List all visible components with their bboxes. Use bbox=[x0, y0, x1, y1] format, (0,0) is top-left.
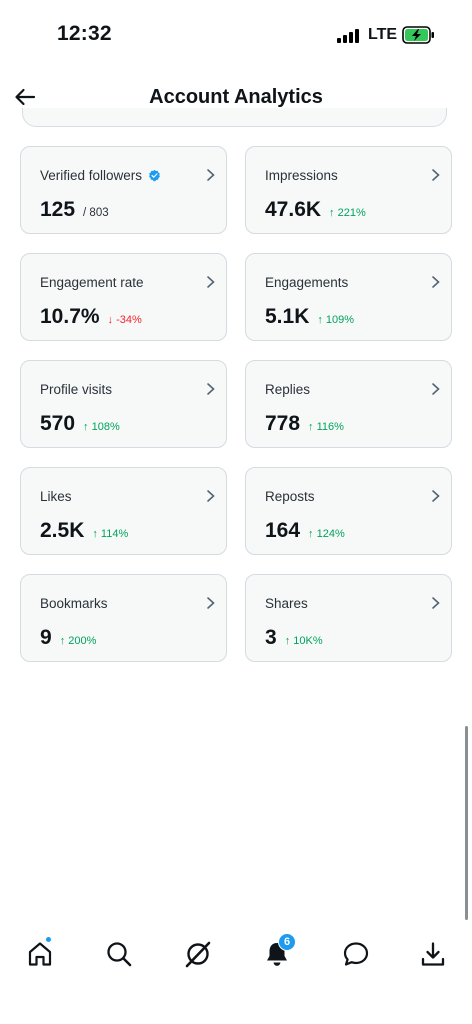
card-shares[interactable]: Shares 3 ↑ 10K% bbox=[245, 574, 452, 662]
card-value: 125 bbox=[40, 198, 76, 221]
card-likes[interactable]: Likes 2.5K ↑ 114% bbox=[20, 467, 227, 555]
card-change: ↑ 200% bbox=[59, 635, 97, 647]
card-value: 570 bbox=[40, 412, 76, 435]
chevron-right-icon bbox=[432, 383, 440, 395]
card-label: Engagement rate bbox=[40, 275, 144, 290]
home-icon bbox=[28, 942, 52, 966]
back-arrow-icon bbox=[15, 88, 36, 106]
scrollbar[interactable] bbox=[465, 726, 468, 920]
card-value: 2.5K bbox=[40, 519, 85, 542]
card-change: ↑ 108% bbox=[83, 421, 120, 433]
chevron-right-icon bbox=[207, 383, 215, 395]
search-icon bbox=[107, 942, 132, 967]
chevron-right-icon bbox=[432, 490, 440, 502]
card-change: ↓ -34% bbox=[107, 314, 142, 326]
card-change: ↑ 10K% bbox=[284, 635, 323, 647]
card-label: Engagements bbox=[265, 275, 349, 290]
chevron-right-icon bbox=[207, 169, 215, 181]
card-value: 3 bbox=[265, 626, 277, 649]
card-value: 9 bbox=[40, 626, 52, 649]
chevron-right-icon bbox=[432, 597, 440, 609]
nav-messages[interactable] bbox=[336, 934, 376, 974]
chevron-right-icon bbox=[207, 490, 215, 502]
bottom-nav: 6 bbox=[0, 920, 472, 1024]
card-label: Verified followers bbox=[40, 168, 143, 183]
chevron-right-icon bbox=[207, 597, 215, 609]
nav-notifications[interactable]: 6 bbox=[257, 933, 297, 974]
card-impressions[interactable]: Impressions 47.6K ↑ 221% bbox=[245, 146, 452, 234]
status-time: 12:32 bbox=[57, 22, 112, 45]
chevron-right-icon bbox=[432, 276, 440, 288]
back-button[interactable] bbox=[10, 82, 40, 112]
battery-icon bbox=[402, 26, 435, 44]
signal-icon bbox=[337, 27, 359, 43]
card-change: ↑ 109% bbox=[317, 314, 355, 326]
home-new-dot bbox=[45, 936, 52, 943]
card-label: Profile visits bbox=[40, 382, 113, 397]
nav-home[interactable] bbox=[20, 934, 60, 974]
card-change: ↑ 221% bbox=[329, 207, 366, 219]
card-reposts[interactable]: Reposts 164 ↑ 124% bbox=[245, 467, 452, 555]
previous-section-edge bbox=[22, 108, 447, 127]
status-bar: 12:32 LTE bbox=[0, 0, 472, 70]
card-value: 164 bbox=[265, 519, 301, 542]
network-type: LTE bbox=[368, 26, 398, 43]
nav-downloads[interactable] bbox=[413, 934, 453, 974]
chevron-right-icon bbox=[432, 169, 440, 181]
card-change: ↑ 116% bbox=[308, 421, 344, 433]
card-label: Likes bbox=[40, 489, 72, 504]
nav-search[interactable] bbox=[99, 934, 139, 974]
grok-icon bbox=[185, 941, 211, 968]
card-verified-followers[interactable]: Verified followers 125 / 803 bbox=[20, 146, 227, 234]
card-change: ↑ 114% bbox=[92, 528, 129, 540]
page-title: Account Analytics bbox=[149, 86, 323, 108]
notifications-badge: 6 bbox=[278, 933, 296, 951]
card-value: 10.7% bbox=[40, 305, 100, 328]
card-replies[interactable]: Replies 778 ↑ 116% bbox=[245, 360, 452, 448]
card-value: 778 bbox=[265, 412, 301, 435]
card-engagement-rate[interactable]: Engagement rate 10.7% ↓ -34% bbox=[20, 253, 227, 341]
card-label: Shares bbox=[265, 596, 308, 611]
chevron-right-icon bbox=[207, 276, 215, 288]
card-value: 5.1K bbox=[265, 305, 310, 328]
download-icon bbox=[421, 942, 445, 966]
verified-badge-icon bbox=[149, 169, 160, 182]
card-value: 47.6K bbox=[265, 198, 322, 221]
card-engagements[interactable]: Engagements 5.1K ↑ 109% bbox=[245, 253, 452, 341]
messages-icon bbox=[343, 942, 369, 966]
card-label: Replies bbox=[265, 382, 311, 397]
card-profile-visits[interactable]: Profile visits 570 ↑ 108% bbox=[20, 360, 227, 448]
card-label: Impressions bbox=[265, 168, 338, 183]
header: Account Analytics bbox=[0, 70, 472, 126]
nav-grok[interactable] bbox=[178, 934, 218, 974]
card-bookmarks[interactable]: Bookmarks 9 ↑ 200% bbox=[20, 574, 227, 662]
card-total: / 803 bbox=[83, 207, 109, 219]
card-change: ↑ 124% bbox=[308, 528, 345, 540]
card-label: Bookmarks bbox=[40, 596, 108, 611]
card-label: Reposts bbox=[265, 489, 315, 504]
